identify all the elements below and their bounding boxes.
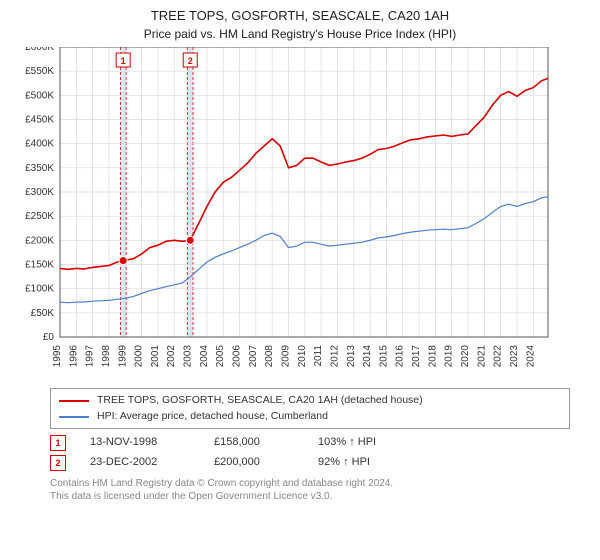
footnote: Contains HM Land Registry data © Crown c… (50, 477, 570, 503)
svg-text:£100K: £100K (25, 284, 54, 295)
sale-price: £158,000 (214, 433, 294, 453)
svg-text:2009: 2009 (280, 344, 291, 367)
svg-text:2000: 2000 (134, 344, 145, 367)
svg-text:2021: 2021 (476, 344, 487, 367)
svg-text:2023: 2023 (509, 344, 520, 367)
sale-marker: 1 (50, 435, 66, 451)
svg-text:2024: 2024 (525, 344, 536, 367)
legend-label: TREE TOPS, GOSFORTH, SEASCALE, CA20 1AH … (97, 393, 423, 409)
svg-text:2004: 2004 (199, 344, 210, 367)
svg-text:2016: 2016 (395, 344, 406, 367)
svg-text:£150K: £150K (25, 259, 54, 270)
sale-pct: 92% ↑ HPI (318, 453, 418, 473)
svg-text:£0: £0 (43, 332, 55, 343)
svg-text:2020: 2020 (460, 344, 471, 367)
svg-text:£300K: £300K (25, 187, 54, 198)
svg-text:2011: 2011 (313, 344, 324, 366)
svg-text:£400K: £400K (25, 139, 54, 150)
svg-text:2002: 2002 (166, 344, 177, 367)
svg-text:£550K: £550K (25, 66, 54, 77)
sale-price: £200,000 (214, 453, 294, 473)
svg-text:2001: 2001 (150, 344, 161, 367)
sale-row: 1 13-NOV-1998 £158,000 103% ↑ HPI (50, 433, 570, 453)
svg-text:2005: 2005 (215, 344, 226, 367)
svg-text:2008: 2008 (264, 344, 275, 367)
sale-pct: 103% ↑ HPI (318, 433, 418, 453)
svg-text:1999: 1999 (117, 344, 128, 367)
footnote-line: This data is licensed under the Open Gov… (50, 490, 570, 503)
svg-text:1995: 1995 (52, 344, 63, 367)
svg-text:1: 1 (121, 56, 126, 66)
svg-text:£50K: £50K (31, 308, 55, 319)
sale-date: 13-NOV-1998 (90, 433, 190, 453)
svg-text:£250K: £250K (25, 211, 54, 222)
svg-text:2014: 2014 (362, 344, 373, 367)
svg-text:1996: 1996 (68, 344, 79, 367)
svg-text:£350K: £350K (25, 163, 54, 174)
legend-row: TREE TOPS, GOSFORTH, SEASCALE, CA20 1AH … (59, 393, 561, 409)
sale-row: 2 23-DEC-2002 £200,000 92% ↑ HPI (50, 453, 570, 473)
svg-text:2012: 2012 (329, 344, 340, 367)
svg-text:£500K: £500K (25, 90, 54, 101)
chart-title: TREE TOPS, GOSFORTH, SEASCALE, CA20 1AH (10, 8, 590, 25)
legend: TREE TOPS, GOSFORTH, SEASCALE, CA20 1AH … (50, 388, 570, 430)
legend-label: HPI: Average price, detached house, Cumb… (97, 409, 328, 425)
svg-text:2017: 2017 (411, 344, 422, 367)
svg-text:£200K: £200K (25, 235, 54, 246)
svg-text:2019: 2019 (444, 344, 455, 367)
sale-date: 23-DEC-2002 (90, 453, 190, 473)
svg-text:2010: 2010 (297, 344, 308, 367)
sales-list: 1 13-NOV-1998 £158,000 103% ↑ HPI 2 23-DEC-20… (50, 433, 570, 473)
legend-swatch (59, 400, 89, 402)
sale-marker: 2 (50, 455, 66, 471)
legend-swatch (59, 416, 89, 418)
chart-area: £0 £50K £100K £150K £200K £250K £300K £350K £400… (10, 47, 590, 382)
svg-text:2013: 2013 (346, 344, 357, 367)
line-chart: £0 £50K £100K £150K £200K £250K £300K £350K £400… (10, 47, 550, 377)
svg-text:2: 2 (188, 56, 193, 66)
svg-text:2015: 2015 (378, 344, 389, 367)
svg-text:£450K: £450K (25, 114, 54, 125)
chart-subtitle: Price paid vs. HM Land Registry's House … (10, 27, 590, 41)
svg-text:1997: 1997 (85, 344, 96, 367)
svg-text:2022: 2022 (493, 344, 504, 367)
svg-text:2007: 2007 (248, 344, 259, 367)
legend-row: HPI: Average price, detached house, Cumb… (59, 409, 561, 425)
svg-text:1998: 1998 (101, 344, 112, 367)
svg-text:2006: 2006 (232, 344, 243, 367)
footnote-line: Contains HM Land Registry data © Crown c… (50, 477, 570, 490)
svg-text:2018: 2018 (427, 344, 438, 367)
svg-text:£600K: £600K (25, 47, 54, 53)
svg-text:2003: 2003 (183, 344, 194, 367)
